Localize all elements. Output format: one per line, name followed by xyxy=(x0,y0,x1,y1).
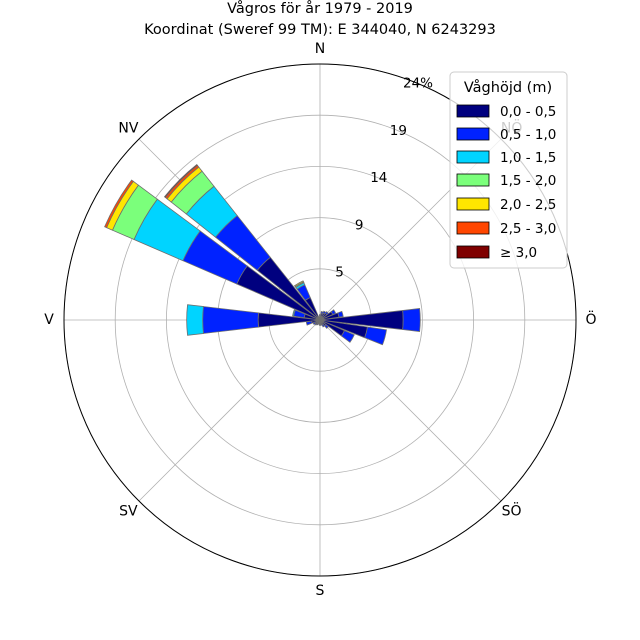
grid-ring xyxy=(165,165,475,475)
radial-tick-label: 5 xyxy=(335,265,344,281)
radial-tick-label: 19 xyxy=(390,123,407,139)
legend-item: 2,0 - 2,5 xyxy=(456,197,556,213)
legend-items: 0,0 - 0,5 0,5 - 1,0 1,0 - 1,5 1,5 - 2,0 … xyxy=(456,104,556,261)
legend-item: ≥ 3,0 xyxy=(456,245,537,261)
legend-item: 1,5 - 2,0 xyxy=(456,173,556,189)
direction-label-w: V xyxy=(44,312,54,328)
legend-swatch xyxy=(456,245,490,259)
legend-swatch xyxy=(456,197,490,211)
radial-tick-label: 24% xyxy=(403,76,433,92)
legend-swatch xyxy=(456,150,490,164)
rose-bar-segment xyxy=(340,330,355,343)
grid-spoke xyxy=(319,319,502,502)
rose-bar-segment xyxy=(402,308,421,332)
legend-item: 0,5 - 1,0 xyxy=(456,127,556,143)
legend-item: 2,5 - 3,0 xyxy=(456,221,556,237)
rose-bar-segment xyxy=(320,311,324,315)
direction-label-nw: NV xyxy=(118,120,138,136)
chart-subtitle: Koordinat (Sweref 99 TM): E 344040, N 62… xyxy=(144,22,496,38)
legend-label: ≥ 3,0 xyxy=(500,245,537,261)
rose-bars xyxy=(104,163,421,346)
legend-title: Våghöjd (m) xyxy=(464,79,552,96)
radial-tick-label: 9 xyxy=(355,217,364,233)
rose-bar-segment xyxy=(202,306,259,334)
direction-label-se: SÖ xyxy=(502,502,522,520)
legend-item: 0,0 - 0,5 xyxy=(456,104,556,120)
rose-bar-segment xyxy=(364,326,387,346)
legend-box xyxy=(449,71,568,269)
legend-label: 1,0 - 1,5 xyxy=(500,150,556,166)
direction-label-n: N xyxy=(315,41,325,57)
rose-bar-segment xyxy=(330,309,337,316)
legend-label: 2,0 - 2,5 xyxy=(500,197,556,213)
legend-swatch xyxy=(456,173,490,187)
legend-label: 2,5 - 3,0 xyxy=(500,221,556,237)
legend-label: 0,5 - 1,0 xyxy=(500,127,556,143)
legend-label: 0,0 - 0,5 xyxy=(500,104,556,120)
legend-label: 1,5 - 2,0 xyxy=(500,173,556,189)
radial-tick-labels: 5 9 14 19 24% xyxy=(335,76,433,281)
rose-bar-segment xyxy=(294,280,305,288)
legend-swatch xyxy=(456,104,490,118)
legend-swatch xyxy=(456,127,490,141)
direction-label-s: S xyxy=(316,583,325,599)
legend: Våghöjd (m) 0,0 - 0,5 0,5 - 1,0 1,0 - 1,… xyxy=(449,71,568,269)
direction-label-sw: SV xyxy=(119,504,138,520)
rose-bar-segment xyxy=(318,314,322,317)
rose-bar-segment xyxy=(305,320,313,326)
rose-bar-segment xyxy=(186,304,204,336)
rose-bar-segment xyxy=(292,309,296,317)
rose-bar-segment xyxy=(104,179,134,229)
rose-bar-segment xyxy=(163,163,198,198)
direction-label-e: Ö xyxy=(585,310,596,328)
rose-bar-segment xyxy=(337,310,344,318)
chart-title: Vågros för år 1979 - 2019 xyxy=(227,0,413,17)
grid-ring xyxy=(114,114,526,526)
grid-spoke xyxy=(138,319,321,502)
polar-frame xyxy=(63,63,577,577)
legend-swatch xyxy=(456,221,490,235)
radial-tick-label: 14 xyxy=(370,170,387,186)
legend-item: 1,0 - 1,5 xyxy=(456,150,556,166)
